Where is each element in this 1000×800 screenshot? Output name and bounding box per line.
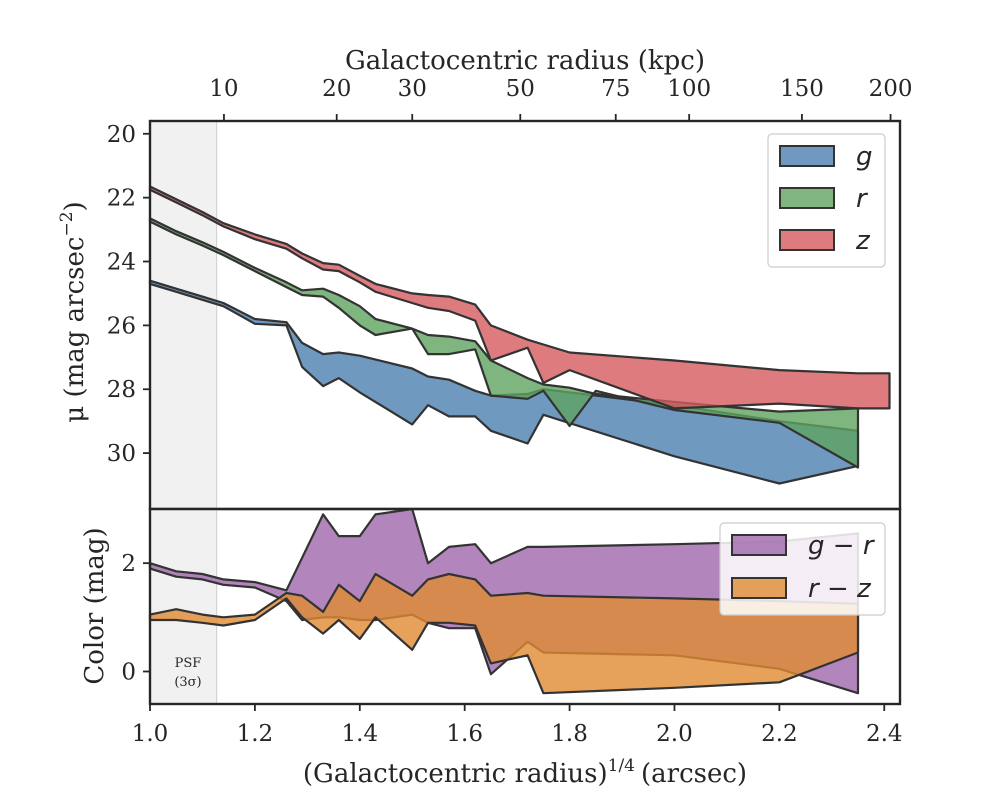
bottom-panel-frame: [148, 507, 902, 706]
psf-annotation-line1: PSF: [175, 656, 202, 671]
y-tick-label: 30: [107, 441, 136, 467]
top-axis-tick-label: 10: [209, 76, 238, 102]
legend-swatch: [779, 229, 835, 251]
top-panel: 20 22 24 26 28 30 10 20 30 50 75 100 150 200 grz: [107, 76, 913, 511]
band-z: [148, 185, 891, 410]
top-axis-tick-label: 150: [780, 76, 824, 102]
psf-shaded-region: [150, 121, 217, 509]
legend-label: g − r: [808, 531, 876, 561]
x-tick-label: 1.0: [132, 721, 169, 747]
x-tick-label: 1.4: [342, 721, 379, 747]
top-y-axis-title: μ (mag arcsec−2): [57, 201, 90, 422]
top-legend: grz: [767, 133, 886, 268]
x-tick-label: 2.0: [656, 721, 693, 747]
x-tick-label: 1.8: [551, 721, 588, 747]
top-axis-tick-label: 30: [398, 76, 427, 102]
legend-label: g: [856, 142, 873, 172]
surface-brightness-bands: [148, 185, 891, 485]
legend-label: r: [856, 184, 869, 214]
color-y-tick-label: 2: [121, 551, 136, 577]
legend-label: r − z: [808, 574, 872, 604]
bottom-panel-y-ticks: 02: [121, 551, 150, 686]
top-axis-tick-label: 20: [322, 76, 351, 102]
x-tick-label: 1.2: [237, 721, 274, 747]
color-y-tick-label: 0: [121, 660, 136, 686]
top-panel-y-ticks: 20 22 24 26 28 30: [107, 122, 150, 467]
legend-swatch: [731, 577, 787, 599]
top-axis-tick-label: 75: [601, 76, 630, 102]
top-axis-tick-label: 200: [869, 76, 913, 102]
legend-swatch: [779, 187, 835, 209]
top-axis-tick-label: 50: [506, 76, 535, 102]
x-tick-label: 2.4: [866, 721, 903, 747]
y-tick-label: 24: [107, 250, 136, 276]
legend-swatch: [731, 534, 787, 556]
y-tick-label: 20: [107, 122, 136, 148]
x-tick-label: 2.2: [761, 721, 798, 747]
bottom-panel: 02 1.0 1.2 1.4 1.6 1.8 2.0 2.2 2.4 g − rr − z P…: [121, 507, 903, 747]
psf-annotation-line2: (3σ): [174, 675, 201, 690]
y-tick-label: 28: [107, 377, 136, 403]
band-rz: [148, 572, 860, 695]
color-bands: [148, 507, 860, 695]
psf-shaded-region-bottom: [150, 509, 217, 704]
top-axis-tick-label: 100: [667, 76, 711, 102]
x-axis-title: (Galactocentric radius)1/4 (arcsec): [303, 756, 747, 789]
y-tick-label: 22: [107, 186, 136, 212]
legend-swatch: [779, 145, 835, 167]
legend-label: z: [855, 226, 871, 256]
y-tick-label: 26: [107, 313, 136, 339]
bottom-y-axis-title: Color (mag): [80, 527, 110, 684]
top-axis-ticks: 10 20 30 50 75 100 150 200: [209, 76, 913, 121]
bottom-panel-x-ticks: 1.0 1.2 1.4 1.6 1.8 2.0 2.2 2.4: [132, 704, 903, 747]
top-axis-title: Galactocentric radius (kpc): [345, 46, 705, 76]
bottom-legend: g − r r − z: [719, 522, 886, 616]
x-tick-label: 1.6: [446, 721, 483, 747]
